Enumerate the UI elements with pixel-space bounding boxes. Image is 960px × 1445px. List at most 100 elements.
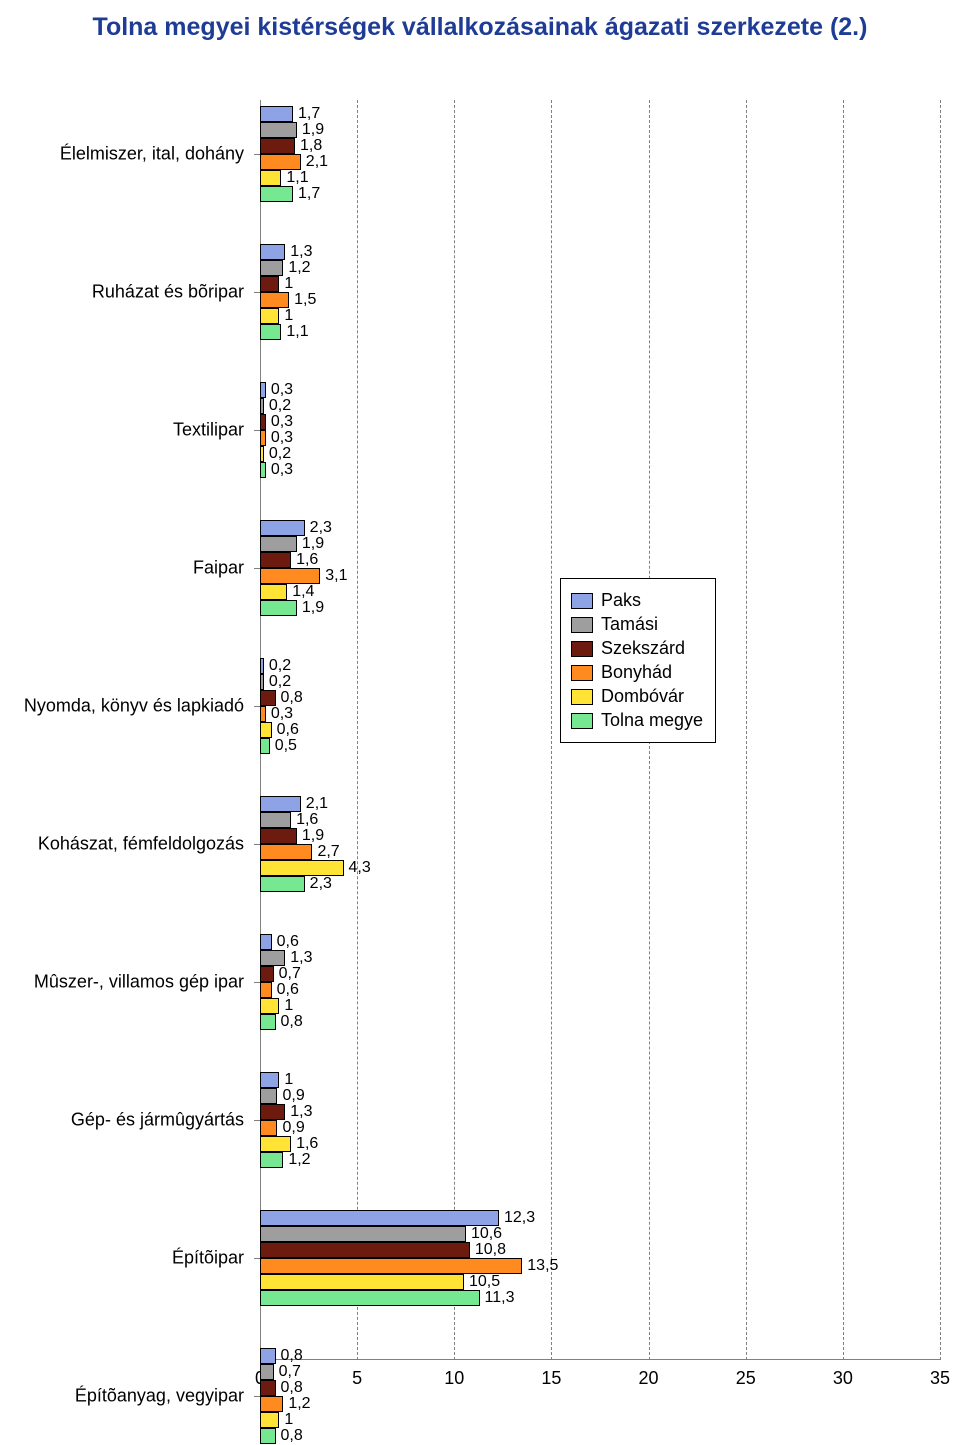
- legend-item: Paks: [571, 590, 703, 611]
- value-label: 2,3: [310, 875, 332, 893]
- bar: [260, 860, 344, 876]
- bar: [260, 1072, 279, 1088]
- bar: [260, 1014, 276, 1030]
- grid-line: [940, 100, 941, 1360]
- value-label: 12,3: [504, 1209, 535, 1227]
- page: Tolna megyei kistérségek vállalkozásaina…: [0, 0, 960, 1429]
- bar: [260, 722, 272, 738]
- category-label: Kohászat, fémfeldolgozás: [4, 834, 244, 855]
- bar: [260, 1348, 276, 1364]
- bar: [260, 276, 279, 292]
- bar: [260, 828, 297, 844]
- category-label: Élelmiszer, ital, dohány: [4, 144, 244, 165]
- bar: [260, 796, 301, 812]
- x-tick-label: 5: [352, 1368, 362, 1389]
- bar: [260, 462, 266, 478]
- x-axis-line: [260, 1359, 940, 1360]
- category-label: Építõipar: [4, 1248, 244, 1269]
- bar: [260, 812, 291, 828]
- legend-swatch: [571, 689, 593, 705]
- grid-line: [357, 100, 358, 1360]
- x-tick-label: 15: [541, 1368, 561, 1389]
- grid-line: [843, 100, 844, 1360]
- bar: [260, 106, 293, 122]
- value-label: 1,2: [288, 1151, 310, 1169]
- bar: [260, 1152, 283, 1168]
- bar: [260, 950, 285, 966]
- bar: [260, 690, 276, 706]
- legend-item: Tamási: [571, 614, 703, 635]
- bar: [260, 1088, 277, 1104]
- value-label: 1,6: [296, 551, 318, 569]
- legend-item: Szekszárd: [571, 638, 703, 659]
- value-label: 0,5: [275, 737, 297, 755]
- value-label: 1,7: [298, 185, 320, 203]
- legend-item: Tolna megye: [571, 710, 703, 731]
- chart-title: Tolna megyei kistérségek vállalkozásaina…: [70, 12, 890, 43]
- bar: [260, 844, 312, 860]
- x-tick-label: 35: [930, 1368, 950, 1389]
- bar: [260, 600, 297, 616]
- legend-label: Szekszárd: [601, 638, 685, 659]
- bar: [260, 186, 293, 202]
- bar: [260, 1226, 466, 1242]
- category-label: Mûszer-, villamos gép ipar: [4, 972, 244, 993]
- bar: [260, 1210, 499, 1226]
- bar: [260, 170, 281, 186]
- bar: [260, 1136, 291, 1152]
- bar: [260, 308, 279, 324]
- bar: [260, 1258, 522, 1274]
- bar: [260, 1120, 277, 1136]
- legend-swatch: [571, 593, 593, 609]
- bar: [260, 1274, 464, 1290]
- bar: [260, 398, 264, 414]
- value-label: 10,8: [475, 1241, 506, 1259]
- x-tick-label: 20: [639, 1368, 659, 1389]
- legend-label: Tamási: [601, 614, 658, 635]
- bar: [260, 292, 289, 308]
- bar: [260, 382, 266, 398]
- bar: [260, 998, 279, 1014]
- legend-swatch: [571, 617, 593, 633]
- value-label: 2,1: [306, 153, 328, 171]
- value-label: 11,3: [485, 1289, 515, 1307]
- x-tick-label: 25: [736, 1368, 756, 1389]
- value-label: 1,5: [294, 291, 316, 309]
- value-label: 13,5: [527, 1257, 558, 1275]
- bar: [260, 966, 274, 982]
- bar: [260, 324, 281, 340]
- bar: [260, 122, 297, 138]
- bar: [260, 1412, 279, 1428]
- bar: [260, 1242, 470, 1258]
- bar: [260, 982, 272, 998]
- value-label: 1,9: [302, 599, 324, 617]
- bar: [260, 244, 285, 260]
- bar: [260, 1364, 274, 1380]
- bar: [260, 430, 266, 446]
- bar: [260, 536, 297, 552]
- value-label: 0,8: [281, 1013, 303, 1031]
- bar: [260, 584, 287, 600]
- value-label: 3,1: [325, 567, 347, 585]
- value-label: 1,1: [286, 323, 308, 341]
- legend-item: Bonyhád: [571, 662, 703, 683]
- bar: [260, 414, 266, 430]
- legend-swatch: [571, 665, 593, 681]
- category-label: Építõanyag, vegyipar: [4, 1386, 244, 1407]
- category-label: Faipar: [4, 558, 244, 579]
- bar: [260, 876, 305, 892]
- bar: [260, 154, 301, 170]
- bar: [260, 1396, 283, 1412]
- bar: [260, 934, 272, 950]
- bar: [260, 1104, 285, 1120]
- grid-line: [454, 100, 455, 1360]
- bar: [260, 260, 283, 276]
- bar: [260, 552, 291, 568]
- legend-label: Bonyhád: [601, 662, 672, 683]
- category-label: Nyomda, könyv és lapkiadó: [4, 696, 244, 717]
- grid-line: [551, 100, 552, 1360]
- bar: [260, 1380, 276, 1396]
- value-label: 4,3: [349, 859, 371, 877]
- bar: [260, 138, 295, 154]
- legend-label: Paks: [601, 590, 641, 611]
